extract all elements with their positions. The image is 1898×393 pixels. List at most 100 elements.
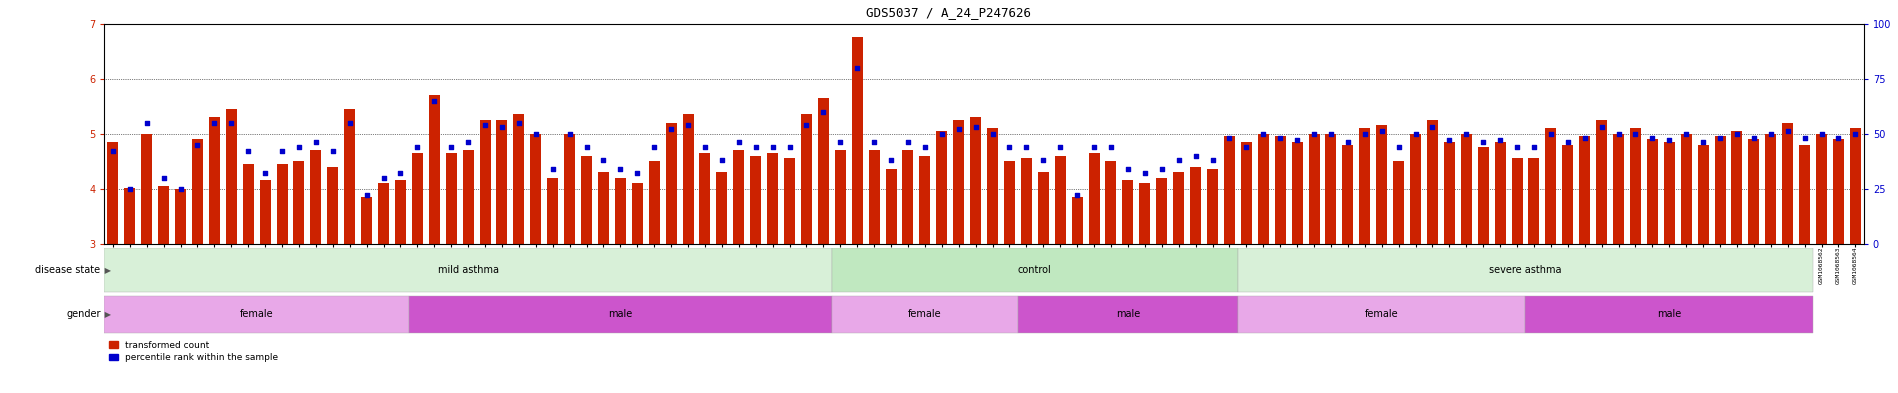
Bar (733, 150, 744, 244)
Point (471, 122, 501, 128)
Point (1721, 130, 1752, 137)
Bar (1444, 142, 1456, 244)
Bar (1173, 172, 1184, 244)
Bar (1190, 167, 1201, 244)
Bar (123, 187, 135, 244)
Text: gender: gender (66, 309, 101, 320)
Bar (835, 150, 847, 244)
Bar (666, 123, 676, 244)
Bar (1241, 142, 1253, 244)
Bar (1545, 128, 1556, 244)
Point (114, 185, 144, 192)
Bar (1596, 120, 1608, 244)
Point (723, 139, 754, 145)
Point (605, 166, 636, 172)
Bar (1714, 136, 1725, 244)
Point (268, 148, 298, 154)
Point (1518, 144, 1549, 150)
Bar (446, 153, 457, 244)
Point (706, 157, 736, 163)
Text: female: female (239, 309, 273, 320)
Bar (158, 186, 169, 244)
Point (285, 144, 315, 150)
Bar (1579, 136, 1591, 244)
Bar (1359, 128, 1370, 244)
Bar (818, 98, 829, 244)
Bar (277, 164, 287, 244)
Bar (1275, 136, 1285, 244)
Point (1587, 124, 1617, 130)
Point (1604, 130, 1634, 137)
Point (1621, 130, 1651, 137)
Bar (632, 183, 643, 244)
Bar (1630, 128, 1642, 244)
Point (251, 170, 281, 176)
Point (317, 148, 347, 154)
Point (1790, 135, 1820, 141)
Bar (1156, 178, 1167, 244)
Text: female: female (1365, 309, 1399, 320)
Point (554, 130, 585, 137)
Point (1063, 192, 1093, 198)
Bar (480, 120, 490, 244)
Bar (1427, 120, 1439, 244)
Bar (530, 134, 541, 244)
Bar (140, 134, 152, 244)
Point (657, 126, 687, 132)
Bar (260, 180, 271, 244)
Bar (1376, 125, 1387, 244)
Point (1807, 130, 1837, 137)
Bar (767, 153, 778, 244)
Bar (902, 150, 913, 244)
Bar (1665, 142, 1674, 244)
Bar (463, 150, 474, 244)
Bar (209, 117, 220, 244)
Point (640, 144, 670, 150)
Bar (512, 114, 524, 244)
Point (1435, 137, 1465, 143)
Point (454, 139, 484, 145)
Bar (547, 178, 558, 244)
Point (926, 130, 957, 137)
Bar (378, 183, 389, 244)
Point (689, 144, 719, 150)
Bar (987, 128, 998, 244)
Point (1401, 130, 1431, 137)
Point (351, 192, 381, 198)
Bar (1089, 153, 1099, 244)
Point (1739, 135, 1769, 141)
Point (892, 139, 922, 145)
Point (1298, 130, 1329, 137)
Point (674, 122, 704, 128)
Bar (936, 131, 947, 244)
Point (1315, 130, 1346, 137)
Point (182, 141, 213, 148)
Point (1687, 139, 1718, 145)
Bar (108, 142, 118, 244)
Bar (1731, 131, 1742, 244)
Point (1367, 128, 1397, 134)
Point (486, 124, 516, 130)
Bar (1122, 180, 1133, 244)
Point (977, 130, 1008, 137)
Bar (1021, 158, 1033, 244)
Bar (1479, 147, 1488, 244)
Bar (243, 164, 254, 244)
Bar (750, 156, 761, 244)
Point (165, 185, 195, 192)
Point (1146, 166, 1177, 172)
Point (960, 124, 991, 130)
Point (1129, 170, 1160, 176)
Bar (1748, 139, 1759, 244)
Text: ▶: ▶ (102, 266, 112, 275)
Text: mild asthma: mild asthma (438, 265, 499, 275)
Point (402, 144, 433, 150)
Point (1349, 130, 1380, 137)
Point (1078, 144, 1108, 150)
Bar (1237, 248, 1813, 292)
Bar (831, 248, 1237, 292)
Point (1163, 157, 1194, 163)
Text: male: male (1116, 309, 1141, 320)
Point (1484, 137, 1515, 143)
Bar (683, 114, 693, 244)
